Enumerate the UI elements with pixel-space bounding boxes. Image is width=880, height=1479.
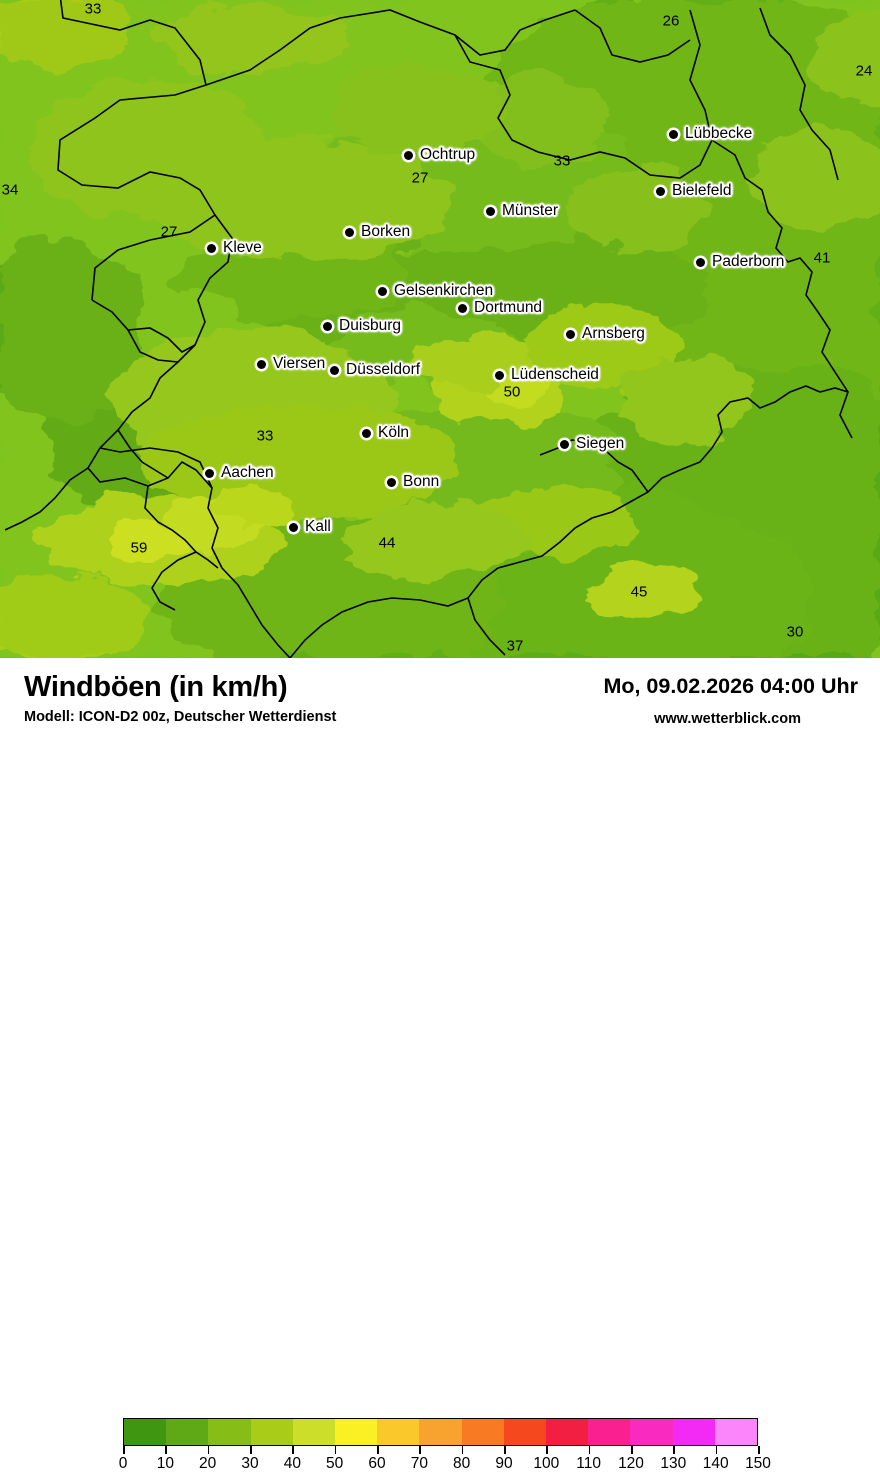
colorbar-segment-1 bbox=[166, 1419, 209, 1445]
colorbar-tick-label-150: 150 bbox=[745, 1455, 771, 1472]
colorbar-tick-80 bbox=[461, 1446, 464, 1454]
colorbar-segment-6 bbox=[377, 1419, 420, 1445]
colorbar-segment-12 bbox=[630, 1419, 673, 1445]
colorbar-tick-label-40: 40 bbox=[283, 1455, 301, 1472]
colorbar-tick-90 bbox=[504, 1446, 506, 1454]
colorbar-tick-label-60: 60 bbox=[368, 1455, 386, 1472]
colorbar-tick-labels: 0 10 20 30 40 50 60 70 80 90 100 110 120 130 140 150 bbox=[0, 1455, 880, 1479]
colorbar-tick-40 bbox=[292, 1446, 294, 1454]
page-title: Windböen (in km/h) bbox=[24, 671, 288, 703]
colorbar-segment-11 bbox=[588, 1419, 631, 1445]
colorbar-tick-label-80: 80 bbox=[453, 1455, 471, 1472]
colorbar-tick-50 bbox=[334, 1446, 337, 1454]
colorbar-gradient bbox=[123, 1418, 758, 1446]
colorbar-tick-label-140: 140 bbox=[702, 1455, 729, 1472]
colorbar-tick-20 bbox=[207, 1446, 210, 1454]
colorbar-tick-30 bbox=[250, 1446, 252, 1454]
colorbar-tick-label-0: 0 bbox=[118, 1455, 128, 1472]
colorbar-segment-0 bbox=[124, 1419, 167, 1445]
colorbar-segment-4 bbox=[292, 1419, 336, 1445]
colorbar-tick-label-90: 90 bbox=[495, 1455, 513, 1472]
colorbar-segment-8 bbox=[461, 1419, 504, 1445]
map-raster bbox=[0, 0, 880, 658]
colorbar-segment-13 bbox=[672, 1419, 715, 1445]
model-subtitle: Modell: ICON-D2 00z, Deutscher Wetterdie… bbox=[24, 709, 337, 725]
colorbar-tick-label-130: 130 bbox=[660, 1455, 687, 1472]
colorbar-tick-label-20: 20 bbox=[199, 1455, 217, 1472]
colorbar-tick-label-100: 100 bbox=[533, 1455, 560, 1472]
colorbar-tick-label-70: 70 bbox=[410, 1455, 428, 1472]
colorbar-tick-label-120: 120 bbox=[618, 1455, 644, 1472]
colorbar-segment-14 bbox=[714, 1419, 758, 1445]
footer: Windböen (in km/h) Modell: ICON-D2 00z, … bbox=[0, 658, 880, 1472]
colorbar-segment-5 bbox=[335, 1419, 378, 1445]
colorbar-tick-label-10: 10 bbox=[156, 1455, 174, 1472]
colorbar-segment-10 bbox=[546, 1419, 589, 1445]
colorbar-tick-0 bbox=[123, 1446, 125, 1454]
colorbar-tick-150 bbox=[758, 1446, 760, 1454]
colorbar bbox=[123, 1418, 758, 1446]
website-credit: www.wetterblick.com bbox=[654, 711, 801, 727]
colorbar-tick-140 bbox=[715, 1446, 718, 1454]
colorbar-segment-2 bbox=[208, 1419, 251, 1445]
colorbar-segment-3 bbox=[250, 1419, 293, 1445]
colorbar-tick-130 bbox=[673, 1446, 675, 1454]
colorbar-tick-60 bbox=[377, 1446, 379, 1454]
colorbar-tick-120 bbox=[631, 1446, 633, 1454]
weather-map[interactable]: 33 26 24 33 27 34 27 41 50 33 59 44 45 37 30 Lübbecke … bbox=[0, 0, 880, 658]
colorbar-tick-100 bbox=[546, 1446, 548, 1454]
colorbar-tick-label-30: 30 bbox=[241, 1455, 259, 1472]
colorbar-tick-label-110: 110 bbox=[576, 1455, 602, 1472]
colorbar-tick-70 bbox=[419, 1446, 421, 1454]
colorbar-tick-10 bbox=[165, 1446, 167, 1454]
colorbar-segment-7 bbox=[419, 1419, 462, 1445]
colorbar-tick-label-50: 50 bbox=[326, 1455, 344, 1472]
valid-datetime: Mo, 09.02.2026 04:00 Uhr bbox=[603, 674, 858, 698]
administrative-borders bbox=[4, 0, 853, 658]
colorbar-segment-9 bbox=[503, 1419, 547, 1445]
colorbar-tick-110 bbox=[588, 1446, 591, 1454]
